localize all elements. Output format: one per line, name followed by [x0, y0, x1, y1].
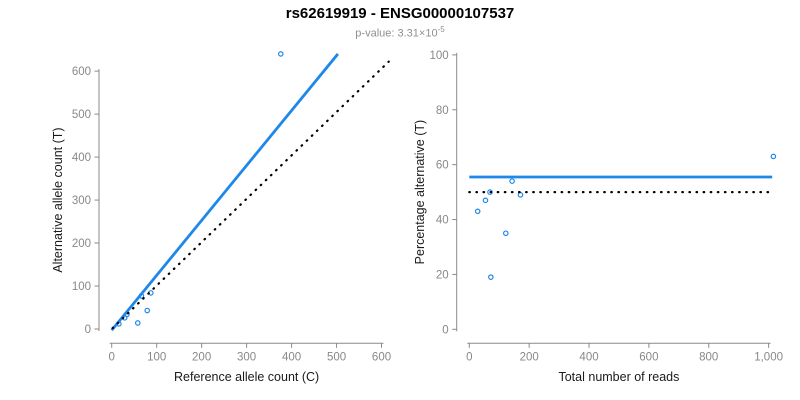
- y-tick-label: 100: [72, 281, 91, 293]
- y-tick-label: 300: [72, 195, 91, 207]
- plot-percentage-vs-reads: 0 20 40 60 80 100 0 200 400 600 800 1,000 Total numb…: [413, 50, 783, 384]
- data-point: [134, 320, 141, 326]
- y-tick-label: 20: [436, 269, 449, 281]
- y-tick-label: 0: [85, 324, 91, 336]
- x-tick-label: 400: [579, 351, 598, 363]
- y-tick-label: 60: [436, 160, 449, 172]
- x-tick-label: 400: [282, 351, 301, 363]
- x-tick-label: 800: [699, 351, 718, 363]
- identity-line: [111, 60, 390, 330]
- y-tick-label: 400: [72, 152, 91, 164]
- y-tick-label: 600: [72, 66, 91, 78]
- data-point: [770, 153, 777, 160]
- data-point: [482, 197, 489, 204]
- data-point: [509, 178, 515, 184]
- fitted-ratio-line: [110, 53, 339, 332]
- x-tick-label: 200: [192, 351, 211, 363]
- x-tick-label: 300: [237, 351, 256, 363]
- pvalue-subtitle: p-value: 3.31×10-5: [0, 25, 800, 40]
- y-axis-title: Percentage alternative (T): [413, 120, 427, 265]
- data-point: [144, 307, 151, 314]
- data-point: [277, 51, 284, 57]
- x-axis-title: Reference allele count (C): [174, 370, 319, 384]
- y-tick-label: 100: [430, 50, 449, 62]
- y-tick-label: 0: [442, 324, 448, 336]
- y-tick-label: 500: [72, 109, 91, 121]
- x-tick-label: 0: [466, 351, 472, 363]
- pvalue-label: p-value:: [355, 27, 398, 40]
- pvalue-base: 3.31×10: [397, 27, 438, 40]
- x-tick-label: 500: [327, 351, 346, 363]
- x-tick-label: 1,000: [754, 351, 783, 363]
- pvalue-exponent: -5: [437, 25, 445, 34]
- page-title: rs62619919 - ENSG00000107537: [285, 5, 515, 22]
- y-tick-label: 80: [436, 105, 449, 117]
- x-tick-label: 600: [372, 351, 391, 363]
- data-point: [488, 274, 494, 280]
- data-point: [503, 230, 509, 237]
- data-point: [474, 208, 481, 215]
- x-tick-label: 600: [639, 351, 658, 363]
- x-tick-label: 200: [520, 351, 539, 363]
- y-axis-title: Alternative allele count (T): [51, 127, 65, 272]
- y-tick-label: 40: [436, 215, 449, 227]
- y-tick-label: 200: [72, 238, 91, 250]
- x-tick-label: 100: [147, 351, 166, 363]
- x-axis-title: Total number of reads: [558, 370, 679, 384]
- x-tick-label: 0: [108, 351, 114, 363]
- data-point: [517, 192, 524, 198]
- plot-allele-counts: 0 100 200 300 400 500 600 0 100 200 300 400 500 600 Re…: [51, 51, 391, 384]
